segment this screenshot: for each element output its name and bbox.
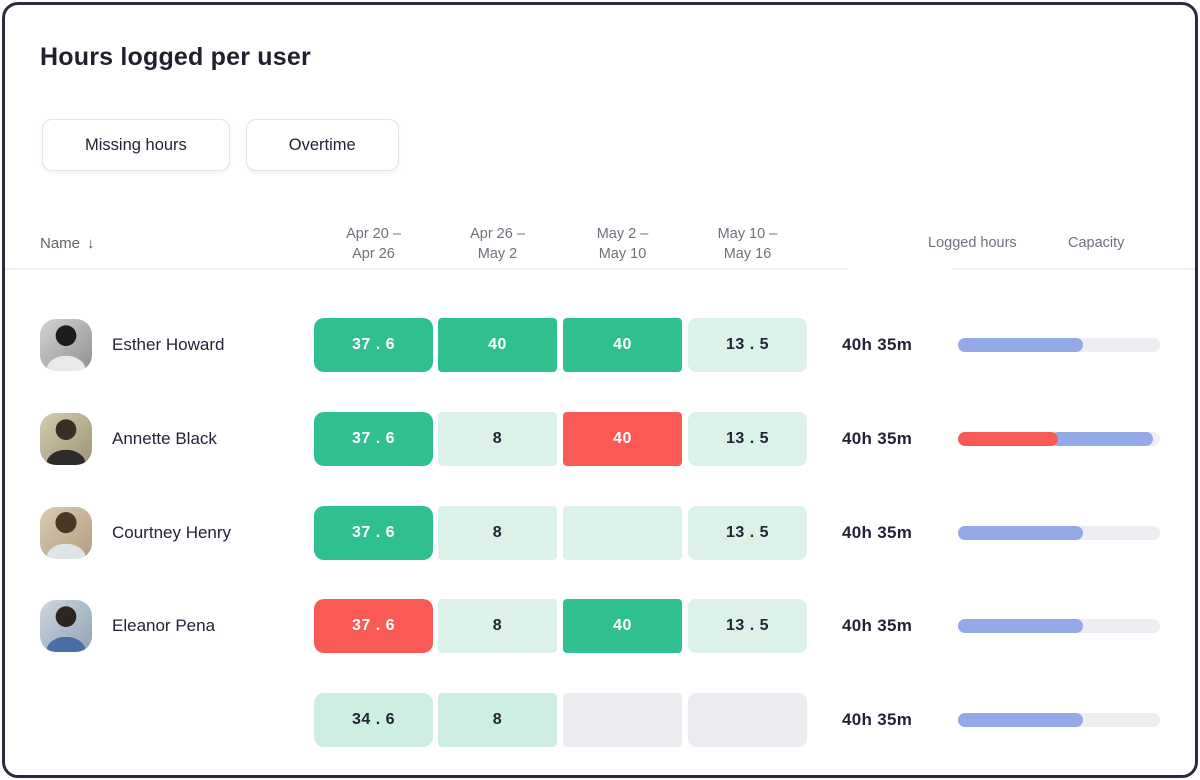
hours-cell[interactable]: [563, 693, 682, 747]
header-divider-left: [5, 268, 848, 270]
hours-cell[interactable]: 8: [438, 412, 557, 466]
table-row: Eleanor Pena 37 . 6 8 40 13 . 5 40h 35m: [5, 599, 1195, 653]
capacity-bar: [958, 432, 1160, 446]
table-row: Courtney Henry 37 . 6 8 13 . 5 40h 35m: [5, 506, 1195, 560]
week-1-end: Apr 26: [352, 246, 395, 262]
capacity-bar: [958, 526, 1160, 540]
hours-cell[interactable]: 13 . 5: [688, 599, 807, 653]
overtime-button[interactable]: Overtime: [245, 119, 399, 171]
hours-cell[interactable]: [688, 693, 807, 747]
hours-cell[interactable]: 37 . 6: [314, 506, 433, 560]
hours-cell[interactable]: 8: [438, 506, 557, 560]
week-4-start: May 10 –: [717, 226, 778, 242]
hours-cell[interactable]: 40: [438, 318, 557, 372]
hours-cell[interactable]: 40: [563, 318, 682, 372]
hours-cell[interactable]: 37 . 6: [314, 318, 433, 372]
week-3-start: May 2 –: [596, 226, 649, 242]
hours-cell[interactable]: 37 . 6: [314, 599, 433, 653]
name-header-label: Name: [40, 235, 81, 252]
avatar: [40, 600, 92, 652]
page-title: Hours logged per user: [40, 43, 311, 71]
week-2-start: Apr 26 –: [470, 226, 525, 242]
hours-cell[interactable]: 40: [563, 599, 682, 653]
hours-cell[interactable]: 8: [438, 693, 557, 747]
user-name: Esther Howard: [112, 335, 225, 354]
hours-cell[interactable]: [563, 506, 682, 560]
hours-cell[interactable]: 37 . 6: [314, 412, 433, 466]
week-column-header-4: May 10 – May 16: [688, 224, 807, 264]
logged-hours-value: 40h 35m: [842, 710, 913, 729]
logged-hours-column-header: Logged hours: [928, 235, 1017, 251]
week-2-end: May 2: [477, 246, 518, 262]
logged-hours-value: 40h 35m: [842, 429, 913, 448]
avatar: [40, 319, 92, 371]
hours-cell[interactable]: 13 . 5: [688, 506, 807, 560]
hours-cell[interactable]: 34 . 6: [314, 693, 433, 747]
week-column-header-3: May 2 – May 10: [563, 224, 682, 264]
week-3-end: May 10: [598, 246, 647, 262]
week-4-end: May 16: [723, 246, 772, 262]
hours-cell[interactable]: 13 . 5: [688, 318, 807, 372]
header-divider-right: [953, 268, 1195, 270]
table-row: Annette Black 37 . 6 8 40 13 . 5 40h 35m: [5, 412, 1195, 466]
avatar: [40, 507, 92, 559]
user-name: Annette Black: [112, 429, 217, 448]
hours-cell[interactable]: 8: [438, 599, 557, 653]
user-name: Courtney Henry: [112, 523, 232, 542]
week-column-header-2: Apr 26 – May 2: [438, 224, 557, 264]
logged-hours-value: 40h 35m: [842, 523, 913, 542]
week-column-header-1: Apr 20 – Apr 26: [314, 224, 433, 264]
logged-hours-value: 40h 35m: [842, 616, 913, 635]
table-row: 34 . 6 8 40h 35m: [5, 693, 1195, 747]
filter-buttons: Missing hours Overtime: [42, 119, 399, 171]
capacity-column-header: Capacity: [1068, 235, 1125, 251]
week-1-start: Apr 20 –: [346, 226, 401, 242]
user-name: Eleanor Pena: [112, 616, 216, 635]
table-header: Name ↓ Apr 20 – Apr 26 Apr 26 – May 2 Ma…: [5, 222, 1195, 268]
avatar: [40, 413, 92, 465]
hours-cell[interactable]: 13 . 5: [688, 412, 807, 466]
table-row: Esther Howard 37 . 6 40 40 13 . 5 40h 35…: [5, 318, 1195, 372]
hours-cell[interactable]: 40: [563, 412, 682, 466]
capacity-bar: [958, 619, 1160, 633]
missing-hours-button[interactable]: Missing hours: [42, 119, 230, 171]
capacity-bar: [958, 713, 1160, 727]
sort-descending-icon: ↓: [87, 235, 95, 252]
capacity-bar: [958, 338, 1160, 352]
logged-hours-value: 40h 35m: [842, 335, 913, 354]
name-column-header[interactable]: Name ↓: [40, 235, 95, 252]
